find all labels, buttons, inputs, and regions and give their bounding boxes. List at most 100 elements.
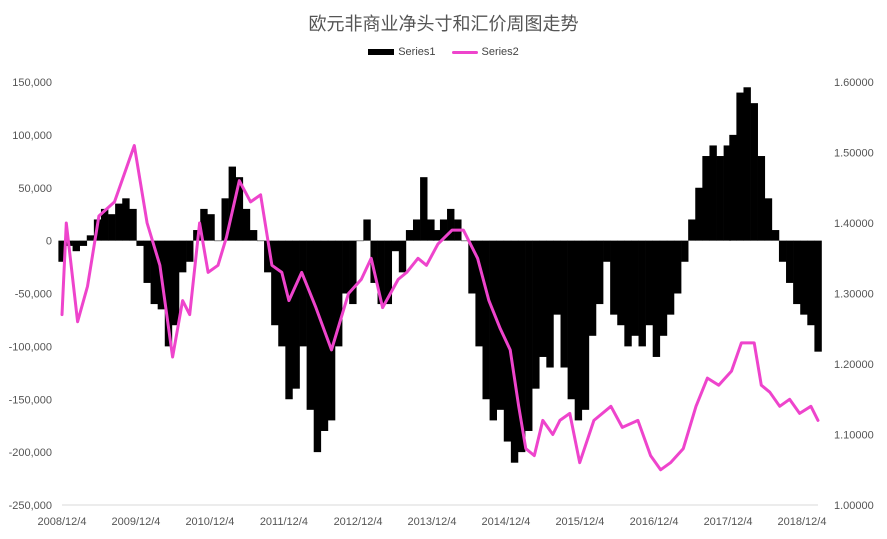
- y-right-tick-label: 1.30000: [834, 289, 874, 301]
- legend-label-series1: Series1: [398, 46, 436, 58]
- bar-mark: [567, 240, 576, 400]
- y-right-tick-label: 1.10000: [834, 430, 874, 442]
- bar-mark: [736, 92, 744, 241]
- x-tick-label: 2012/12/4: [334, 516, 383, 528]
- bar-mark: [171, 240, 180, 326]
- bar-mark: [242, 208, 251, 241]
- legend-item-series1: Series1: [368, 46, 436, 58]
- bar-mark: [610, 240, 618, 315]
- bar-mark: [377, 240, 385, 305]
- y-left-tick-label: 100,000: [12, 130, 52, 142]
- bar-mark: [334, 240, 343, 347]
- x-tick-label: 2013/12/4: [408, 516, 457, 528]
- bar-mark: [807, 240, 815, 326]
- bar-mark: [475, 240, 483, 347]
- bar-mark: [695, 187, 703, 241]
- bar-mark: [793, 240, 801, 305]
- bar-mark: [214, 240, 222, 242]
- bar-mark: [624, 240, 632, 347]
- bar-mark: [659, 240, 668, 336]
- legend-label-series2: Series2: [481, 46, 519, 58]
- bar-mark: [617, 240, 625, 326]
- bar-mark: [271, 240, 279, 326]
- bar-mark: [525, 240, 533, 431]
- bar-mark: [356, 240, 364, 242]
- bar-mark: [757, 156, 766, 241]
- bar-mark: [645, 240, 654, 326]
- bar-mark: [108, 214, 116, 241]
- bar-mark: [553, 240, 561, 315]
- bar-mark: [673, 240, 682, 294]
- bar-mark: [539, 240, 547, 357]
- bar-mark: [72, 240, 80, 252]
- bar-mark: [122, 198, 130, 241]
- x-tick-label: 2014/12/4: [481, 516, 530, 528]
- bar-mark: [391, 240, 400, 252]
- bar-mark: [588, 240, 597, 336]
- legend-swatch-series1: [368, 49, 395, 55]
- bar-mark: [264, 240, 272, 273]
- bar-mark: [207, 214, 215, 241]
- bar-mark: [398, 240, 407, 273]
- x-tick-label: 2009/12/4: [111, 516, 160, 528]
- bar-mark: [349, 240, 357, 305]
- bar-mark: [489, 240, 497, 421]
- x-tick-label: 2017/12/4: [704, 516, 753, 528]
- bar-mark: [278, 240, 286, 347]
- bar-mark: [750, 103, 758, 241]
- bar-mark: [778, 240, 787, 262]
- bar-mark: [729, 134, 737, 241]
- bar-mark: [412, 219, 421, 241]
- bar-mark: [771, 230, 780, 241]
- y-right-tick-label: 1.60000: [834, 77, 874, 89]
- line-series2: [60, 144, 820, 472]
- bar-mark: [574, 240, 583, 421]
- y-right-tick-label: 1.40000: [834, 218, 874, 230]
- x-tick-label: 2010/12/4: [185, 516, 234, 528]
- bar-mark: [688, 219, 696, 241]
- bar-mark: [285, 240, 293, 400]
- bar-mark: [666, 240, 675, 315]
- bar-mark: [299, 240, 307, 347]
- bar-mark: [743, 87, 751, 241]
- x-tick-label: 2008/12/4: [38, 516, 87, 528]
- bar-mark: [164, 240, 173, 347]
- bar-mark: [482, 240, 490, 400]
- bar-mark: [129, 208, 137, 241]
- bar-mark: [143, 240, 151, 283]
- bar-mark: [178, 240, 187, 273]
- bar-mark: [581, 240, 590, 410]
- x-tick-label: 2011/12/4: [260, 516, 308, 528]
- chart-title: 欧元非商业净头寸和汇价周图走势: [308, 14, 579, 35]
- bar-mark: [432, 230, 441, 241]
- bar-mark: [681, 240, 689, 262]
- bar-mark: [439, 219, 448, 241]
- bar-mark: [652, 240, 661, 357]
- bar-mark: [306, 240, 315, 410]
- y-right-tick-label: 1.20000: [834, 359, 874, 371]
- bar-mark: [313, 240, 322, 453]
- bar-mark: [631, 240, 639, 336]
- bar-mark: [150, 240, 158, 305]
- bar-mark: [603, 240, 611, 262]
- bar-mark: [638, 240, 646, 347]
- y-left-tick-label: -200,000: [9, 447, 52, 459]
- y-right-tick-label: 1.50000: [834, 148, 874, 160]
- bar-mark: [86, 235, 95, 241]
- bar-mark: [405, 230, 414, 241]
- bar-mark: [716, 156, 724, 241]
- bar-mark: [292, 240, 300, 389]
- bar-mark: [370, 240, 378, 283]
- bar-mark: [517, 240, 526, 453]
- bar-mark: [115, 203, 123, 241]
- bar-mark: [786, 240, 794, 283]
- x-tick-label: 2018/12/4: [778, 516, 827, 528]
- x-tick-label: 2015/12/4: [555, 516, 604, 528]
- bar-mark: [427, 219, 435, 241]
- y-left-tick-label: -150,000: [9, 394, 52, 406]
- y-right-tick-label: 1.00000: [834, 500, 874, 512]
- bar-mark: [342, 240, 350, 294]
- bar-mark: [79, 240, 88, 246]
